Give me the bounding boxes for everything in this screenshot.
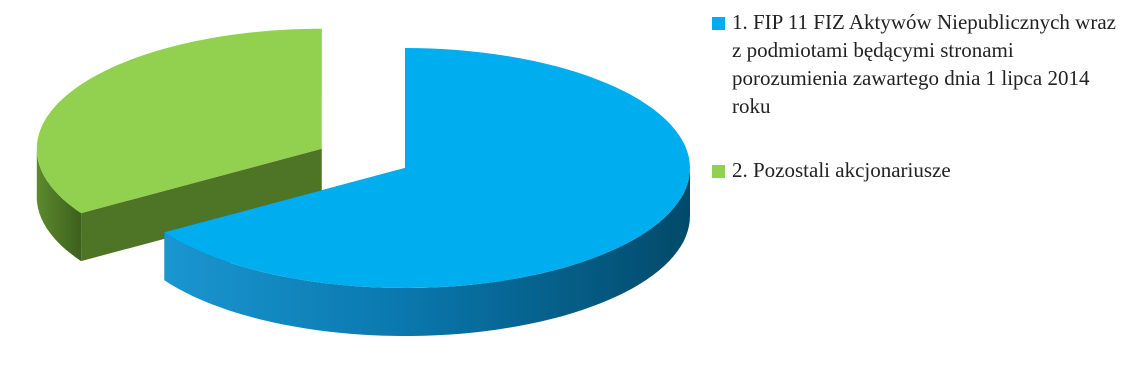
- legend-label-2: 2. Pozostali akcjonariusze: [732, 158, 951, 182]
- slice-2-cut-face-1: [81, 148, 322, 262]
- slice-2-side: [36, 148, 82, 262]
- slice-1-side: [164, 168, 690, 336]
- slice-1-top: [164, 48, 690, 288]
- slice-2-top: [36, 28, 322, 214]
- legend-label-1: 1. FIP 11 FIZ Aktywów Niepublicznych wra…: [732, 10, 1116, 118]
- legend-item-2: 2. Pozostali akcjonariusze: [712, 156, 1120, 184]
- legend-swatch-2: [712, 165, 725, 178]
- legend-swatch-1: [712, 17, 725, 30]
- pie-chart: [36, 28, 690, 336]
- chart-legend: 1. FIP 11 FIZ Aktywów Niepublicznych wra…: [712, 8, 1120, 184]
- legend-item-1: 1. FIP 11 FIZ Aktywów Niepublicznych wra…: [712, 8, 1120, 120]
